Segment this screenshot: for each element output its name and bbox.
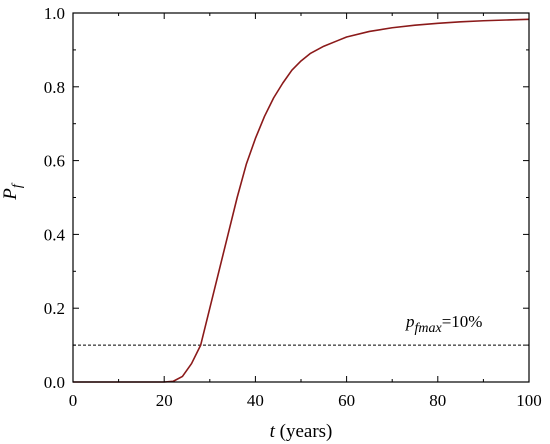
pfmax-value: =10% [442,312,483,331]
y-axis-subscript: f [10,182,25,188]
x-tick-label: 80 [429,391,446,410]
x-tick-label: 0 [69,391,78,410]
x-axis-title: t (years) [270,421,333,442]
y-axis-title: Pf [0,182,25,201]
y-axis-symbol: P [0,188,21,201]
pfmax-annotation: pfmax=10% [405,312,482,336]
ticks: 0 20 40 60 80 100 0.0 0.2 0.4 0.6 0.8 1.0 [44,4,542,410]
y-tick-label: 0.2 [44,299,65,318]
y-tick-label: 0.6 [44,152,65,171]
y-tick-label: 1.0 [44,4,65,23]
y-tick-label: 0.4 [44,225,66,244]
x-axis-symbol: t [270,421,276,442]
x-tick-label: 20 [156,391,173,410]
plot-layer [73,18,530,383]
x-tick-label: 100 [516,391,542,410]
x-tick-label: 60 [338,391,355,410]
pfmax-subscript: fmax [415,321,443,336]
pfmax-base: p [405,312,415,331]
x-axis-text: (years) [275,421,333,442]
series-line-0 [73,18,530,383]
x-tick-label: 40 [247,391,264,410]
y-tick-label: 0.8 [44,78,65,97]
y-tick-label: 0.0 [44,373,65,392]
